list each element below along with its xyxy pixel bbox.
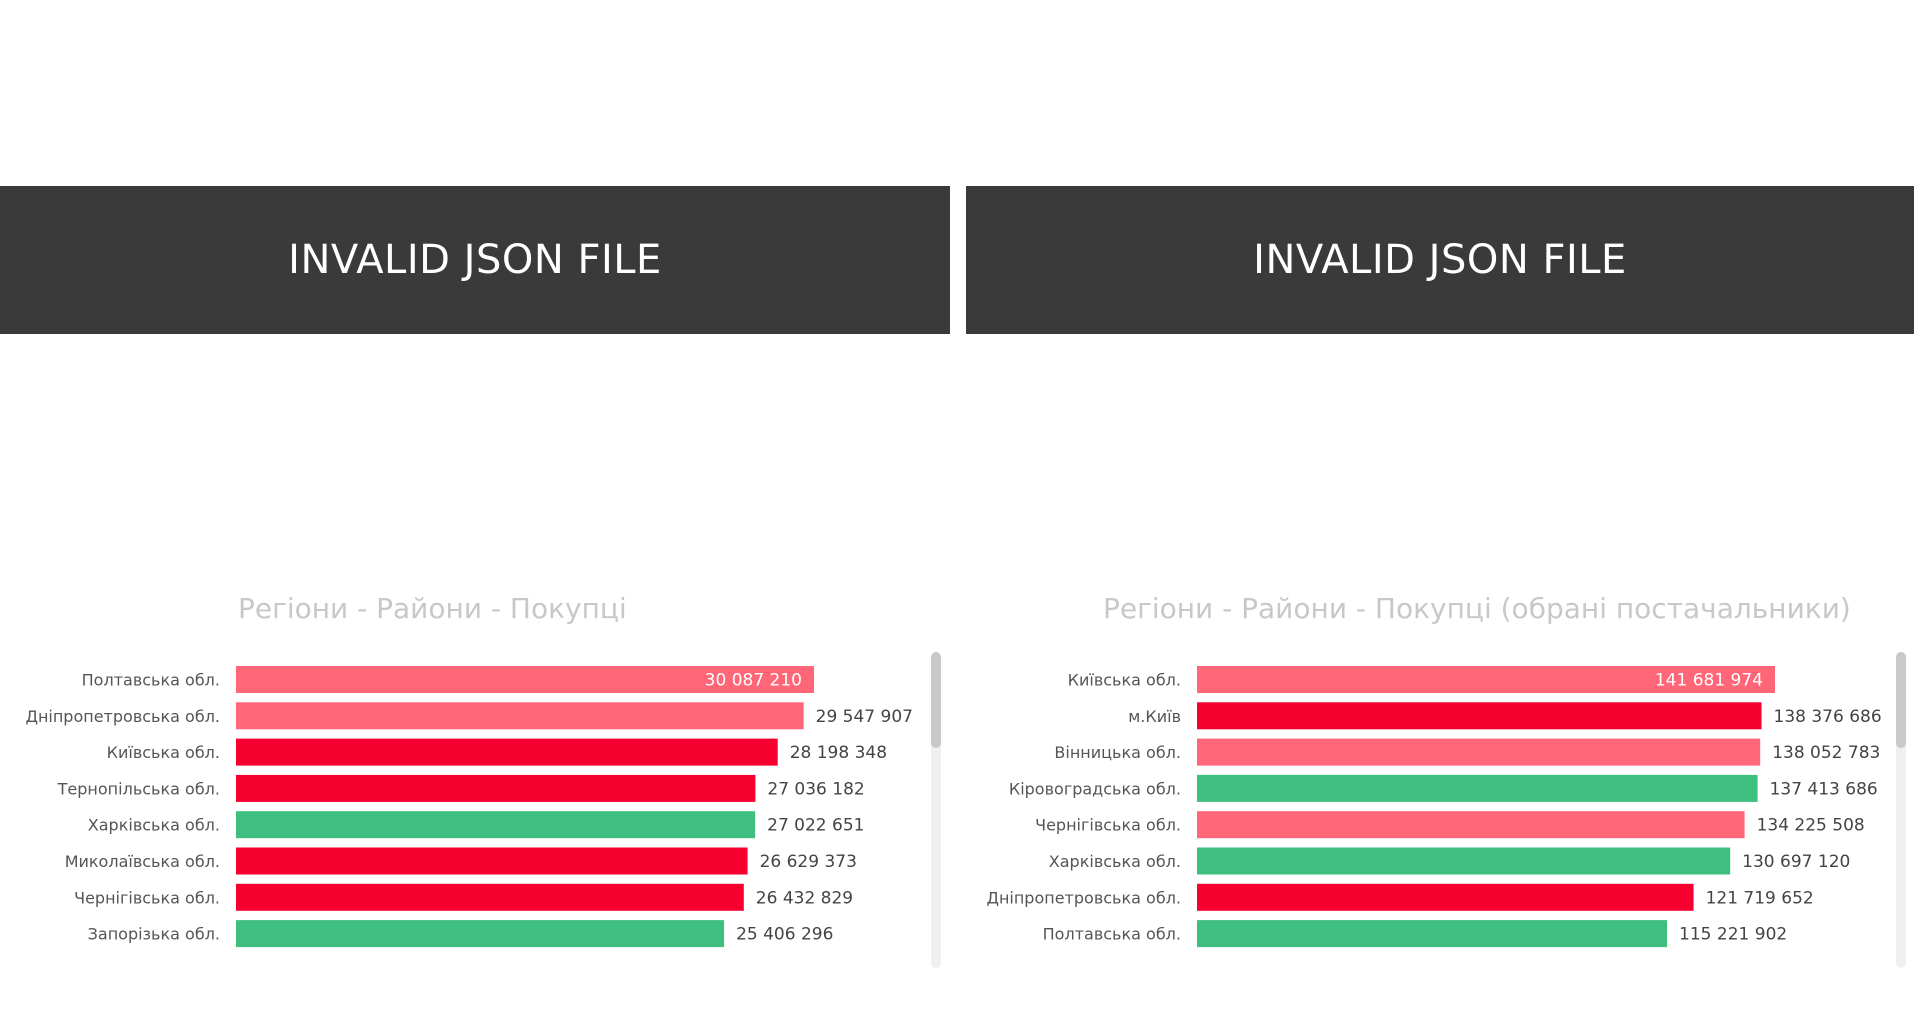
category-label: Запорізька обл. bbox=[88, 925, 220, 944]
bar[interactable] bbox=[236, 666, 814, 693]
scrollbar-thumb-left[interactable] bbox=[931, 652, 941, 748]
data-label: 115 221 902 bbox=[1679, 925, 1787, 945]
bar[interactable] bbox=[236, 702, 804, 730]
category-label: Полтавська обл. bbox=[1043, 925, 1181, 944]
data-label: 29 547 907 bbox=[816, 707, 913, 727]
scrollbar-thumb-right[interactable] bbox=[1896, 652, 1906, 748]
bar[interactable] bbox=[1197, 811, 1745, 839]
category-label: Тернопільська обл. bbox=[57, 779, 220, 798]
invalid-json-banner-left: INVALID JSON FILE bbox=[0, 186, 950, 334]
data-label: 141 681 974 bbox=[1655, 671, 1763, 691]
bar[interactable] bbox=[1197, 883, 1694, 911]
invalid-json-banner-right: INVALID JSON FILE bbox=[966, 186, 1914, 334]
bar-chart-right: Київська обл. 141 681 974 м.Київ 138 376 68… bbox=[986, 666, 1882, 948]
bar[interactable] bbox=[1197, 738, 1761, 766]
category-label: м.Київ bbox=[1128, 707, 1181, 726]
category-label: Полтавська обл. bbox=[82, 671, 220, 690]
bar[interactable] bbox=[236, 883, 744, 911]
data-label: 26 629 373 bbox=[760, 852, 857, 872]
chart-title-left: Регіони - Райони - Покупці bbox=[238, 592, 627, 625]
scrollbar-right[interactable] bbox=[1896, 652, 1906, 968]
bar[interactable] bbox=[236, 738, 778, 766]
data-label: 138 052 783 bbox=[1772, 743, 1880, 763]
bar[interactable] bbox=[1197, 702, 1762, 730]
banner-message: INVALID JSON FILE bbox=[288, 237, 662, 283]
scrollbar-left[interactable] bbox=[931, 652, 941, 968]
bar[interactable] bbox=[236, 774, 756, 802]
category-label: Чернігівська обл. bbox=[74, 888, 220, 907]
category-label: Харківська обл. bbox=[1049, 852, 1181, 871]
bar[interactable] bbox=[236, 811, 756, 839]
data-label: 25 406 296 bbox=[736, 925, 833, 945]
category-label: Дніпропетровська обл. bbox=[25, 707, 220, 726]
category-label: Кіровоградська обл. bbox=[1009, 779, 1181, 798]
bar[interactable] bbox=[236, 847, 748, 875]
chart-title-right: Регіони - Райони - Покупці (обрані поста… bbox=[1103, 592, 1851, 625]
bar-chart-left: Полтавська обл. 30 087 210 Дніпропетровськ… bbox=[25, 666, 913, 948]
category-label: Дніпропетровська обл. bbox=[986, 888, 1181, 907]
data-label: 130 697 120 bbox=[1742, 852, 1850, 872]
bar[interactable] bbox=[1197, 920, 1668, 948]
bar[interactable] bbox=[236, 920, 725, 948]
data-label: 27 036 182 bbox=[767, 779, 864, 799]
category-label: Миколаївська обл. bbox=[65, 852, 220, 871]
banner-message: INVALID JSON FILE bbox=[1253, 237, 1627, 283]
category-label: Чернігівська обл. bbox=[1035, 816, 1181, 835]
bar[interactable] bbox=[1197, 666, 1775, 693]
data-label: 134 225 508 bbox=[1757, 816, 1865, 836]
data-label: 28 198 348 bbox=[790, 743, 887, 763]
category-label: Київська обл. bbox=[1068, 671, 1181, 690]
data-label: 138 376 686 bbox=[1774, 707, 1882, 727]
data-label: 137 413 686 bbox=[1770, 779, 1878, 799]
data-label: 30 087 210 bbox=[705, 671, 802, 691]
category-label: Харківська обл. bbox=[88, 816, 220, 835]
category-label: Київська обл. bbox=[107, 743, 220, 762]
bar[interactable] bbox=[1197, 774, 1758, 802]
data-label: 121 719 652 bbox=[1706, 888, 1814, 908]
data-label: 26 432 829 bbox=[756, 888, 853, 908]
data-label: 27 022 651 bbox=[767, 816, 864, 836]
category-label: Вінницька обл. bbox=[1054, 743, 1181, 762]
bar[interactable] bbox=[1197, 847, 1731, 875]
